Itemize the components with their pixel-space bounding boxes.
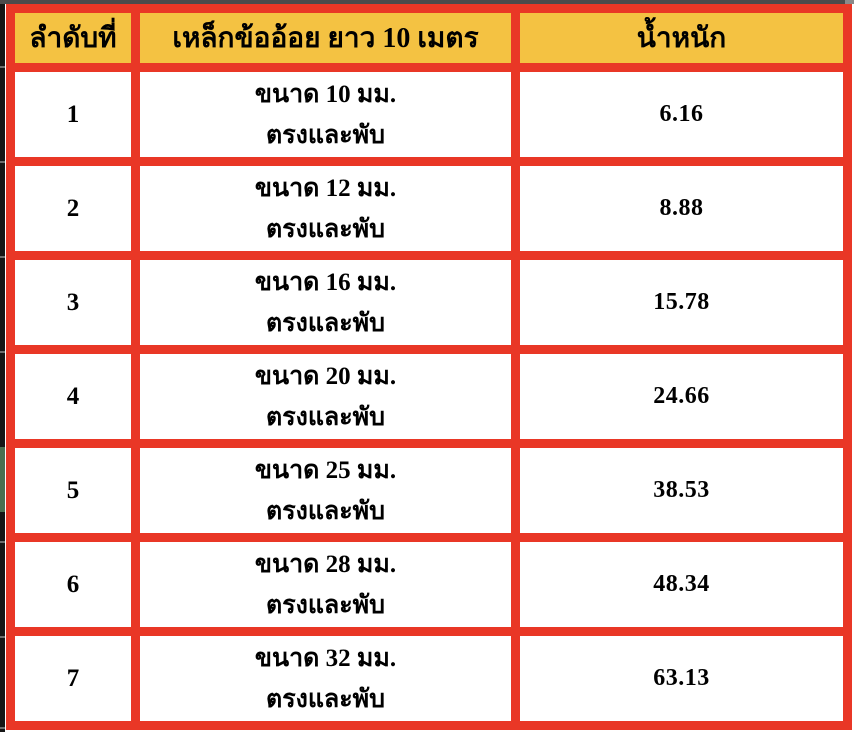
gridline-tick — [0, 541, 5, 543]
size-label: ขนาด 16 มม. — [254, 268, 397, 296]
green-cell-sliver — [0, 447, 5, 512]
size-label: ขนาด 28 มม. — [254, 550, 397, 578]
header-row: ลำดับที่ เหล็กข้ออ้อย ยาว 10 เมตร น้ำหนั… — [6, 4, 852, 72]
size-cell: ขนาด 20 มม. ตรงและพับ — [131, 345, 520, 448]
header-order-number: ลำดับที่ — [6, 4, 140, 72]
table-row: 3 ขนาด 16 มม. ตรงและพับ 15.78 — [6, 251, 852, 354]
row-number-cell: 6 — [6, 533, 140, 636]
table-row: 7 ขนาด 32 มม. ตรงและพับ 63.13 — [6, 627, 852, 730]
row-number-cell: 2 — [6, 157, 140, 260]
weight-cell: 6.16 — [511, 63, 852, 166]
size-cell: ขนาด 16 มม. ตรงและพับ — [131, 251, 520, 354]
size-note: ตรงและพับ — [265, 685, 386, 713]
row-number-cell: 7 — [6, 627, 140, 730]
header-weight: น้ำหนัก — [511, 4, 852, 72]
size-cell: ขนาด 12 มม. ตรงและพับ — [131, 157, 520, 260]
row-number-cell: 5 — [6, 439, 140, 542]
size-note: ตรงและพับ — [265, 497, 386, 525]
size-label: ขนาด 20 มม. — [254, 362, 397, 390]
rebar-weight-table: ลำดับที่ เหล็กข้ออ้อย ยาว 10 เมตร น้ำหนั… — [6, 4, 852, 730]
weight-cell: 8.88 — [511, 157, 852, 260]
size-note: ตรงและพับ — [265, 403, 386, 431]
top-edge-strip — [0, 0, 854, 4]
gridline-tick — [0, 161, 5, 163]
gridline-tick — [0, 256, 5, 258]
row-number-cell: 1 — [6, 63, 140, 166]
header-rebar-title: เหล็กข้ออ้อย ยาว 10 เมตร — [131, 4, 520, 72]
size-label: ขนาด 12 มม. — [254, 174, 397, 202]
table-row: 1 ขนาด 10 มม. ตรงและพับ 6.16 — [6, 63, 852, 166]
gridline-tick — [0, 727, 5, 729]
top-right-corner-square — [845, 0, 854, 4]
gridline-tick — [0, 636, 5, 638]
weight-cell: 38.53 — [511, 439, 852, 542]
size-cell: ขนาด 32 มม. ตรงและพับ — [131, 627, 520, 730]
size-label: ขนาด 10 มม. — [254, 80, 397, 108]
table-row: 6 ขนาด 28 มม. ตรงและพับ 48.34 — [6, 533, 852, 636]
size-cell: ขนาด 25 มม. ตรงและพับ — [131, 439, 520, 542]
table-row: 4 ขนาด 20 มม. ตรงและพับ 24.66 — [6, 345, 852, 448]
size-label: ขนาด 25 มม. — [254, 456, 397, 484]
size-note: ตรงและพับ — [265, 121, 386, 149]
gridline-tick — [0, 66, 5, 68]
size-cell: ขนาด 28 มม. ตรงและพับ — [131, 533, 520, 636]
gridline-tick — [0, 351, 5, 353]
table-row: 5 ขนาด 25 มม. ตรงและพับ 38.53 — [6, 439, 852, 542]
weight-cell: 48.34 — [511, 533, 852, 636]
size-note: ตรงและพับ — [265, 591, 386, 619]
size-cell: ขนาด 10 มม. ตรงและพับ — [131, 63, 520, 166]
weight-cell: 24.66 — [511, 345, 852, 448]
row-number-cell: 4 — [6, 345, 140, 448]
size-note: ตรงและพับ — [265, 309, 386, 337]
row-number-cell: 3 — [6, 251, 140, 354]
size-label: ขนาด 32 มม. — [254, 644, 397, 672]
weight-cell: 15.78 — [511, 251, 852, 354]
size-note: ตรงและพับ — [265, 215, 386, 243]
spreadsheet-edge-strip — [0, 0, 5, 732]
table-row: 2 ขนาด 12 มม. ตรงและพับ 8.88 — [6, 157, 852, 260]
weight-cell: 63.13 — [511, 627, 852, 730]
